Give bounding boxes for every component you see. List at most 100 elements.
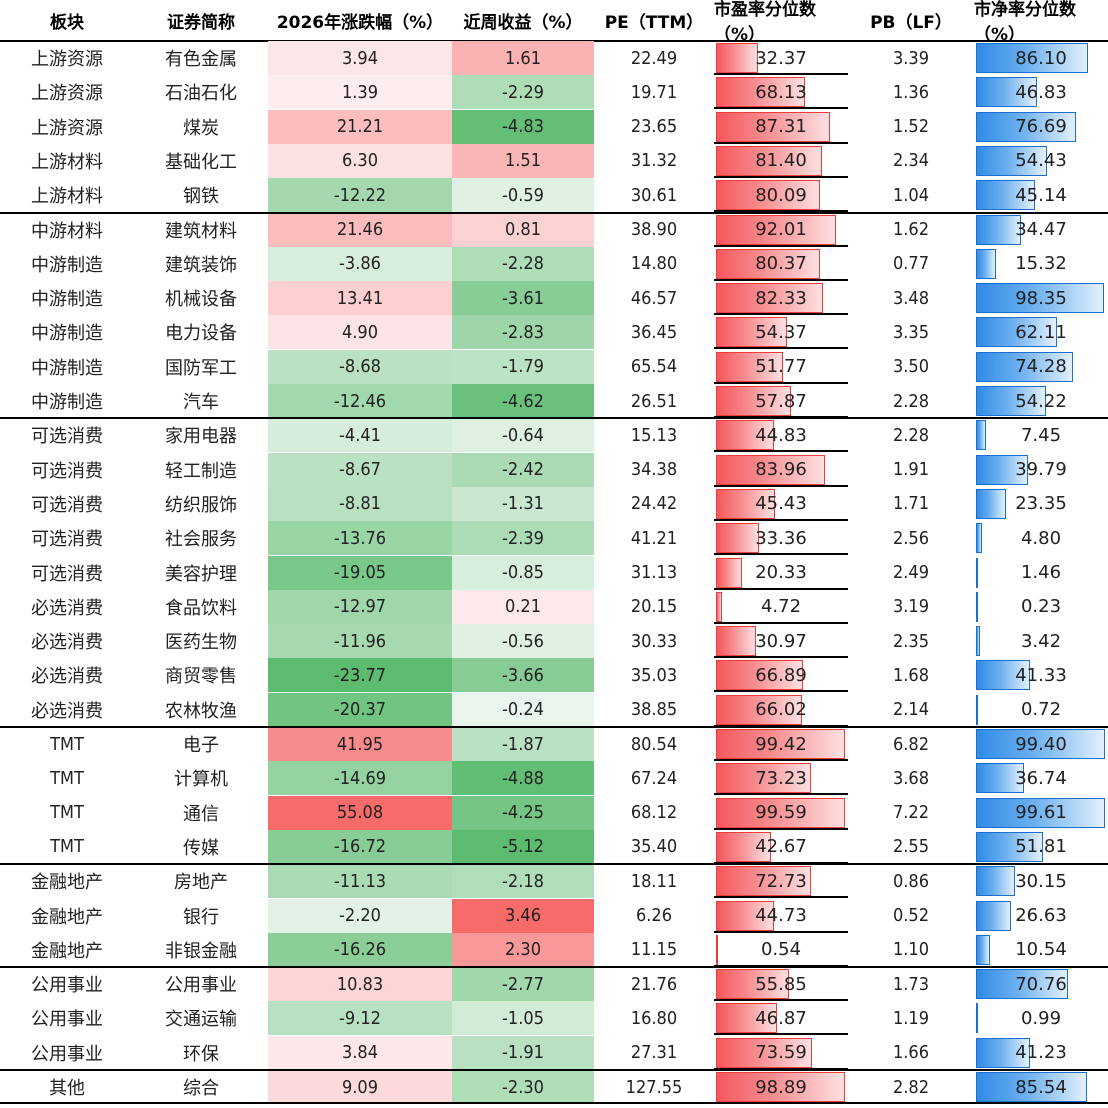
pb-value: 1.04 [892, 184, 930, 206]
ytd-return: -12.46 [268, 384, 452, 418]
ytd-return: 6.30 [268, 143, 452, 178]
table-row: 上游资源 煤炭 21.21 -4.83 23.65 87.31 1.52 76.69 [0, 109, 1108, 144]
pb-percentile-value: 3.42 [1020, 630, 1062, 652]
pe-value: 35.40 [630, 836, 678, 858]
pe-value: 6.26 [635, 905, 673, 926]
ytd-return: -16.72 [268, 829, 452, 864]
pb-percentile-bar [976, 969, 1068, 1000]
pe-percentile-value: 30.97 [755, 630, 807, 652]
pe-percentile-cell: 99.42 [716, 729, 846, 759]
pe-value: 22.49 [630, 47, 678, 69]
pb-percentile-value: 39.79 [1015, 459, 1067, 481]
pe-percentile-rule [714, 210, 848, 213]
pe-percentile-bar [716, 214, 836, 245]
pb-value: 7.22 [892, 802, 930, 824]
industry-name: 综合 [183, 1078, 219, 1099]
table-row: 上游材料 钢铁 -12.22 -0.59 30.61 80.09 1.04 45.14 [0, 178, 1108, 213]
pe-value: 38.90 [630, 219, 678, 240]
pe-percentile-bar [716, 969, 789, 1000]
pb-percentile-cell: 26.63 [976, 900, 1106, 931]
sector-label: 中游制造 [31, 357, 103, 379]
sector-label: 可选消费 [31, 426, 103, 448]
pb-percentile-cell: 0.99 [976, 1003, 1106, 1034]
pb-percentile-cell: 99.40 [976, 729, 1106, 759]
table-row: 中游制造 国防军工 -8.68 -1.79 65.54 51.77 3.50 74.28 [0, 349, 1108, 384]
pb-percentile-value: 54.43 [1015, 150, 1067, 172]
industry-name: 美容护理 [165, 563, 237, 585]
industry-name: 国防军工 [165, 357, 237, 379]
week-return: 0.81 [452, 212, 594, 247]
pe-percentile-value: 44.73 [755, 905, 807, 926]
pb-value: 3.50 [892, 356, 930, 378]
pe-percentile-bar [716, 317, 787, 348]
ytd-return: -23.77 [268, 658, 452, 693]
pe-percentile-rule [714, 381, 848, 384]
pe-value: 30.33 [630, 630, 678, 652]
sector-label: 中游制造 [31, 289, 103, 311]
pe-percentile-cell: 92.01 [716, 214, 846, 245]
industry-name: 石油石化 [165, 83, 237, 105]
ytd-return: -3.86 [268, 246, 452, 281]
pe-percentile-rule [714, 1067, 848, 1070]
week-return: -0.56 [452, 624, 594, 659]
pe-percentile-bar [716, 488, 776, 519]
pb-percentile-bar [976, 77, 1037, 108]
pb-percentile-value: 54.22 [1015, 390, 1067, 412]
sector-label: 必选消费 [31, 597, 103, 619]
pb-value: 2.56 [892, 527, 930, 549]
pe-percentile-bar [716, 351, 784, 382]
ytd-return: -12.22 [268, 178, 452, 213]
pb-value: 3.19 [892, 596, 930, 618]
pb-percentile-bar [976, 111, 1076, 142]
table-row: 可选消费 纺织服饰 -8.81 -1.31 24.42 45.43 1.71 23.35 [0, 486, 1108, 521]
week-return: -3.66 [452, 658, 594, 693]
industry-name: 计算机 [174, 769, 228, 791]
table-row: 中游制造 电力设备 4.90 -2.83 36.45 54.37 3.35 62.11 [0, 315, 1108, 350]
ytd-return: -14.69 [268, 761, 452, 796]
pe-percentile-rule [714, 484, 848, 487]
pb-percentile-bar [976, 214, 1021, 245]
pb-percentile-bar [976, 626, 981, 657]
pe-percentile-bar [716, 43, 759, 73]
ytd-return: -13.76 [268, 521, 452, 556]
pe-percentile-bar [716, 1072, 845, 1102]
pe-percentile-cell: 20.33 [716, 557, 846, 588]
table-row: 必选消费 商贸零售 -23.77 -3.66 35.03 66.89 1.68 41.33 [0, 658, 1108, 693]
pe-percentile-value: 73.23 [755, 767, 807, 789]
ytd-return: -9.12 [268, 1001, 452, 1036]
pe-percentile-value: 99.59 [755, 802, 807, 824]
pb-percentile-value: 70.76 [1015, 973, 1067, 995]
week-return: -2.77 [452, 967, 594, 1002]
pe-percentile-cell: 51.77 [716, 351, 846, 382]
week-return: -0.24 [452, 692, 594, 727]
pb-percentile-bar [976, 1072, 1088, 1102]
pe-percentile-bar [716, 729, 846, 759]
sector-label: TMT [50, 802, 84, 824]
pb-value: 1.71 [892, 493, 930, 515]
pb-percentile-value: 0.72 [1020, 699, 1062, 721]
pe-value: 19.71 [630, 81, 678, 103]
sector-label: 金融地产 [31, 906, 103, 928]
pb-percentile-value: 7.45 [1020, 424, 1062, 446]
industry-name: 基础化工 [165, 151, 237, 173]
pe-percentile-bar [716, 523, 760, 554]
sector-label: 上游资源 [31, 83, 103, 105]
week-return: -4.83 [452, 109, 594, 144]
ytd-return: -20.37 [268, 692, 452, 727]
pe-percentile-cell: 81.40 [716, 145, 846, 176]
pe-percentile-cell: 44.83 [716, 420, 846, 451]
week-return: 1.51 [452, 143, 594, 178]
header-pe-pct: 市盈率分位数（%） [714, 0, 816, 45]
sector-label: TMT [50, 733, 84, 755]
pe-percentile-bar [716, 591, 723, 622]
pe-value: 18.11 [630, 870, 678, 892]
sector-label: 可选消费 [31, 563, 103, 585]
pb-percentile-value: 76.69 [1015, 116, 1067, 138]
pe-value: 65.54 [630, 356, 678, 378]
pb-percentile-value: 15.32 [1015, 253, 1067, 275]
table-row: 上游资源 有色金属 3.94 1.61 22.49 32.37 3.39 86.10 [0, 41, 1108, 75]
pe-percentile-cell: 73.59 [716, 1037, 846, 1068]
week-return: -2.28 [452, 246, 594, 281]
week-return: -2.42 [452, 452, 594, 487]
